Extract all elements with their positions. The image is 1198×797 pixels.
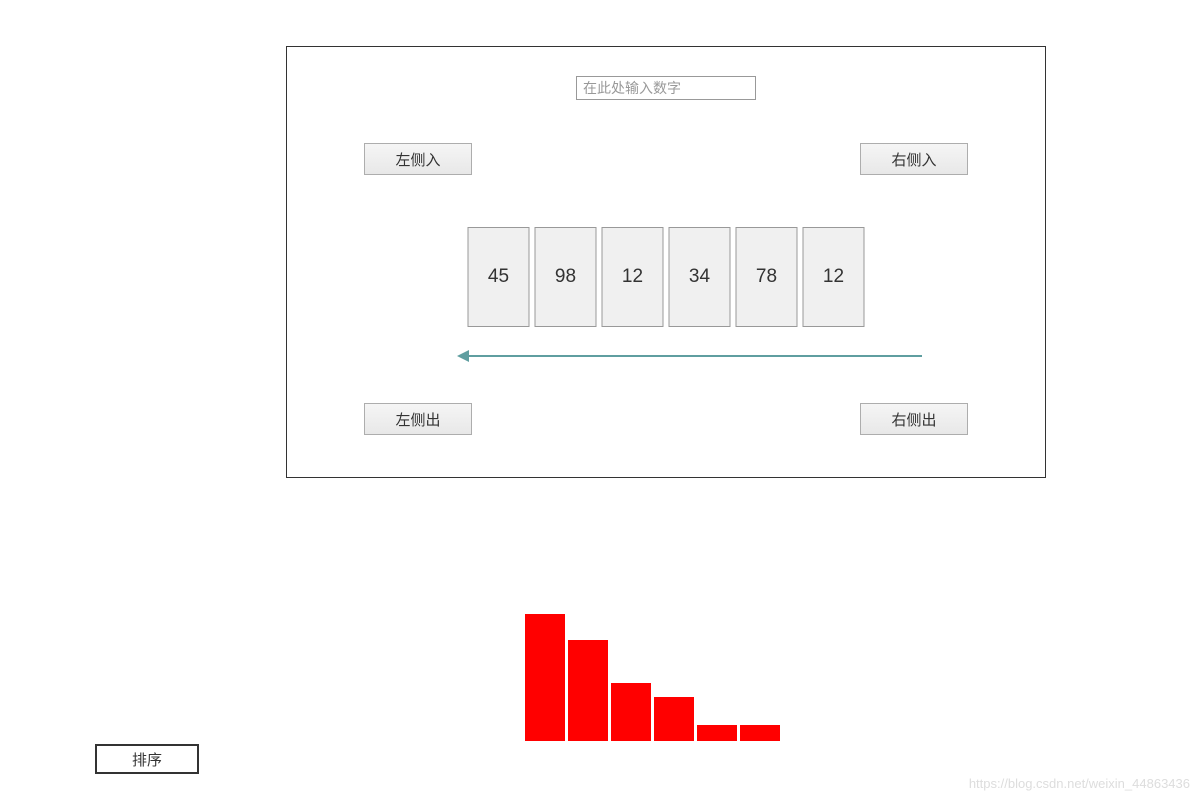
arrow-head-icon — [457, 350, 469, 362]
sorted-bar-chart — [525, 611, 780, 741]
queue-item[interactable]: 45 — [468, 227, 530, 327]
chart-bar — [654, 697, 694, 741]
queue-item[interactable]: 98 — [535, 227, 597, 327]
queue-item[interactable]: 78 — [736, 227, 798, 327]
chart-bar — [568, 640, 608, 741]
main-panel: 左侧入 右侧入 45 98 12 34 78 12 左侧出 右侧出 — [286, 46, 1046, 478]
queue-item[interactable]: 34 — [669, 227, 731, 327]
queue-item[interactable]: 12 — [803, 227, 865, 327]
arrow-line — [465, 355, 922, 357]
left-insert-button[interactable]: 左侧入 — [364, 143, 472, 175]
queue-container: 45 98 12 34 78 12 — [468, 227, 865, 327]
chart-bar — [697, 725, 737, 741]
chart-bar — [525, 614, 565, 741]
watermark: https://blog.csdn.net/weixin_44863436 — [969, 776, 1190, 791]
left-remove-button[interactable]: 左侧出 — [364, 403, 472, 435]
right-insert-button[interactable]: 右侧入 — [860, 143, 968, 175]
sort-button[interactable]: 排序 — [95, 744, 199, 774]
chart-bar — [611, 683, 651, 742]
number-input[interactable] — [576, 76, 756, 100]
direction-arrow — [457, 350, 922, 362]
right-remove-button[interactable]: 右侧出 — [860, 403, 968, 435]
queue-item[interactable]: 12 — [602, 227, 664, 327]
chart-bar — [740, 725, 780, 741]
